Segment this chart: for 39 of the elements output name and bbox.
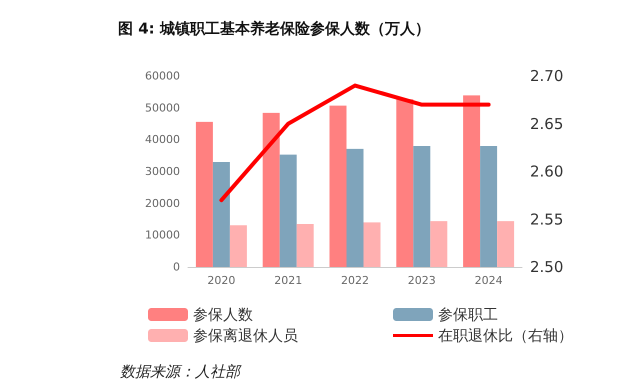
legend-label: 参保职工 — [438, 306, 498, 324]
bar — [480, 146, 498, 267]
line-series — [219, 84, 491, 202]
legend-label: 参保离退休人员 — [193, 326, 298, 344]
bar — [212, 162, 230, 267]
x-tick-label: 2021 — [274, 274, 302, 287]
y2-tick-label: 2.50 — [530, 258, 564, 276]
bar — [296, 224, 314, 267]
bar — [346, 148, 364, 267]
y-tick-label: 30000 — [145, 165, 180, 178]
y-tick-label: 40000 — [145, 133, 180, 146]
y-tick-label: 0 — [173, 260, 180, 274]
bar — [413, 146, 430, 267]
y-tick-label: 50000 — [145, 101, 180, 114]
source-note: 数据来源：人社部 — [120, 362, 242, 380]
x-tick-label: 2020 — [207, 274, 236, 287]
bar — [262, 112, 280, 267]
y2-tick-label: 2.70 — [530, 67, 564, 85]
y2-tick-label: 2.60 — [530, 162, 564, 180]
bar — [497, 221, 514, 267]
legend-label: 参保人数 — [193, 306, 253, 324]
x-tick-label: 2023 — [408, 274, 436, 287]
bar — [430, 221, 448, 267]
x-tick-label: 2024 — [474, 274, 503, 287]
x-tick-label: 2022 — [341, 274, 369, 287]
bar — [280, 154, 297, 267]
bar — [364, 222, 380, 267]
y-tick-label: 60000 — [145, 70, 180, 82]
legend-label: 在职退休比（右轴） — [438, 326, 573, 344]
y2-tick-label: 2.65 — [530, 114, 564, 133]
chart-title: 图 4: 城镇职工基本养老保险参保人数（万人） — [118, 20, 430, 38]
bar — [396, 99, 414, 267]
y-tick-label: 20000 — [145, 196, 180, 210]
bar — [463, 95, 480, 267]
bar — [230, 225, 247, 267]
y2-tick-label: 2.55 — [530, 210, 564, 228]
bar — [196, 122, 213, 267]
bar — [330, 106, 346, 267]
y-tick-label: 10000 — [145, 228, 180, 242]
